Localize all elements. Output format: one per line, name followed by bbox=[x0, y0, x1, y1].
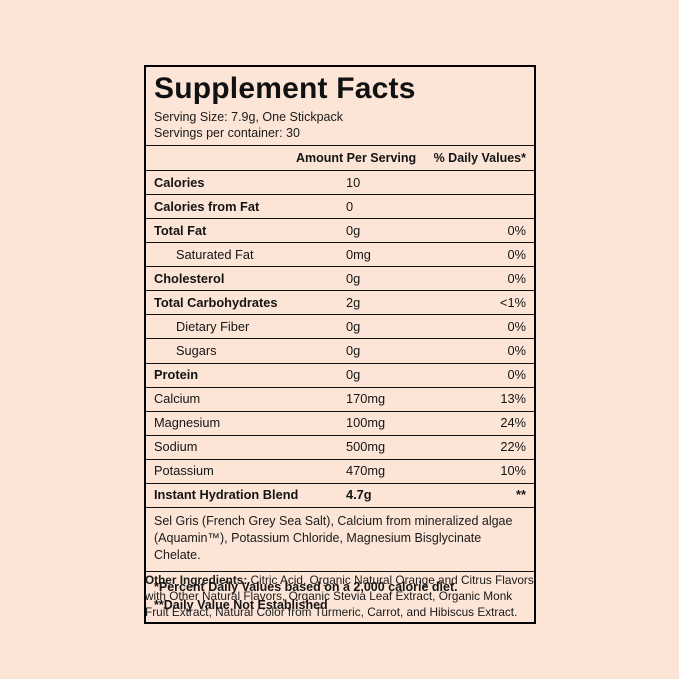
nutrient-daily-value: 24% bbox=[500, 415, 526, 431]
nutrient-daily-value: 10% bbox=[500, 463, 526, 479]
nutrient-name: Protein bbox=[154, 367, 199, 382]
nutrient-amount: 100mg bbox=[346, 415, 386, 431]
fact-row: Calcium 170mg 13% bbox=[146, 386, 534, 411]
nutrient-name: Saturated Fat bbox=[176, 246, 254, 262]
fact-row: Total Carbohydrates 2g <1% bbox=[146, 290, 534, 314]
nutrient-amount: 470mg bbox=[346, 463, 386, 479]
other-ingredients: Other Ingredients: Citric Acid, Organic … bbox=[145, 573, 537, 621]
nutrient-amount: 2g bbox=[346, 294, 361, 310]
nutrient-daily-value: 0% bbox=[507, 342, 527, 358]
fact-row: Protein 0g 0% bbox=[146, 362, 534, 387]
nutrient-name: Magnesium bbox=[154, 415, 221, 431]
serving-size: Serving Size: 7.9g, One Stickpack bbox=[154, 109, 343, 124]
nutrient-name: Calories from Fat bbox=[154, 198, 260, 214]
fact-row: Dietary Fiber 0g 0% bbox=[146, 314, 534, 338]
daily-values-header: % Daily Values* bbox=[433, 151, 526, 165]
fact-row: Saturated Fat 0mg 0% bbox=[146, 242, 534, 266]
nutrient-name: Sodium bbox=[154, 439, 198, 455]
nutrient-amount: 0mg bbox=[346, 246, 371, 262]
nutrient-amount: 10 bbox=[346, 174, 361, 190]
nutrient-daily-value: 0% bbox=[507, 367, 527, 382]
fact-row: Calories from Fat 0 bbox=[146, 194, 534, 218]
panel-title: Supplement Facts bbox=[154, 72, 416, 105]
nutrient-name: Calories bbox=[154, 174, 205, 190]
nutrient-name: Dietary Fiber bbox=[176, 318, 250, 334]
nutrient-amount: 500mg bbox=[346, 439, 386, 455]
blend-name: Instant Hydration Blend bbox=[154, 487, 299, 503]
blend-row: Instant Hydration Blend 4.7g ** bbox=[146, 482, 534, 507]
fact-row: Magnesium 100mg 24% bbox=[146, 410, 534, 435]
fact-row: Cholesterol 0g 0% bbox=[146, 266, 534, 290]
blend-dv: ** bbox=[516, 487, 526, 503]
fact-row: Sodium 500mg 22% bbox=[146, 434, 534, 459]
nutrient-daily-value: <1% bbox=[500, 294, 526, 310]
nutrient-amount: 0g bbox=[346, 367, 361, 382]
other-ingredients-label: Other Ingredients: bbox=[145, 573, 248, 587]
nutrient-amount: 0g bbox=[346, 222, 361, 238]
nutrient-amount: 170mg bbox=[346, 391, 386, 407]
nutrient-amount: 0g bbox=[346, 318, 361, 334]
nutrient-amount: 0g bbox=[346, 342, 361, 358]
footnotes: *Percent Daily Values based on a 2,000 c… bbox=[146, 570, 534, 622]
nutrient-name: Potassium bbox=[154, 463, 214, 479]
table-header-row: Amount Per Serving % Daily Values* bbox=[146, 145, 534, 170]
supplement-facts-panel: Supplement Facts Serving Size: 7.9g, One… bbox=[144, 65, 536, 624]
nutrient-name: Cholesterol bbox=[154, 270, 225, 286]
servings-per-container: Servings per container: 30 bbox=[154, 125, 300, 140]
blend-amount: 4.7g bbox=[346, 487, 372, 503]
nutrient-name: Total Fat bbox=[154, 222, 207, 238]
nutrient-daily-value: 0% bbox=[507, 246, 527, 262]
fact-row: Sugars 0g 0% bbox=[146, 338, 534, 362]
amount-per-serving-header: Amount Per Serving bbox=[296, 151, 417, 165]
blend-description: Sel Gris (French Grey Sea Salt), Calcium… bbox=[146, 506, 534, 571]
other-ingredients-text: Citric Acid, Organic Natural Orange and … bbox=[145, 573, 534, 619]
nutrient-name: Total Carbohydrates bbox=[154, 294, 278, 310]
fact-row: Potassium 470mg 10% bbox=[146, 458, 534, 483]
nutrient-daily-value: 22% bbox=[500, 439, 526, 455]
footnote-daily-values: *Percent Daily Values based on a 2,000 c… bbox=[154, 579, 458, 594]
nutrient-amount: 0g bbox=[346, 270, 361, 286]
nutrient-amount: 0 bbox=[346, 198, 354, 214]
fact-row: Total Fat 0g 0% bbox=[146, 218, 534, 242]
nutrient-daily-value: 0% bbox=[507, 318, 527, 334]
fact-row: Calories 10 bbox=[146, 170, 534, 194]
nutrient-daily-value: 0% bbox=[507, 222, 527, 238]
footnote-not-established: **Daily Value Not Established bbox=[154, 597, 328, 612]
nutrient-daily-value: 0% bbox=[507, 270, 527, 286]
nutrient-name: Calcium bbox=[154, 391, 201, 407]
nutrient-name: Sugars bbox=[176, 342, 217, 358]
title-block: Supplement Facts Serving Size: 7.9g, One… bbox=[146, 67, 534, 145]
nutrient-daily-value: 13% bbox=[500, 391, 526, 407]
facts-rows: Calories 10 Calories from Fat 0 Total Fat 0g 0… bbox=[146, 170, 534, 483]
